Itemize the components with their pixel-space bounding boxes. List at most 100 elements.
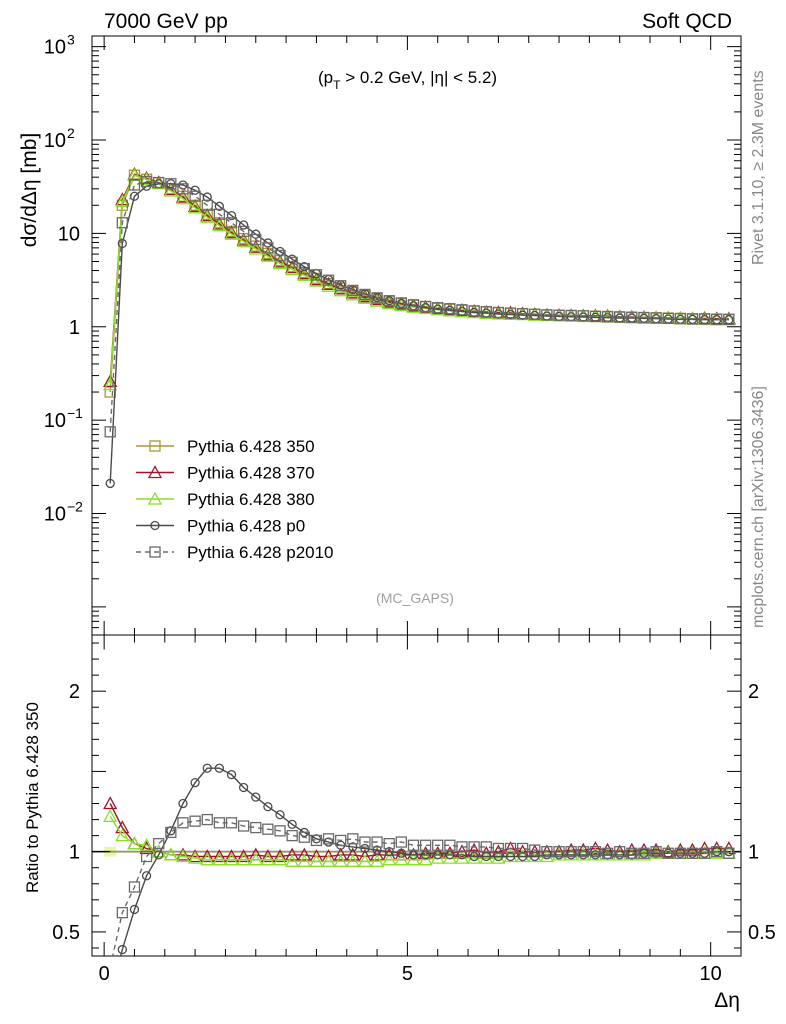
ratio-data-point <box>248 852 263 866</box>
ratio-data-point <box>493 851 504 862</box>
main-data-point <box>335 280 347 292</box>
main-data-point <box>407 299 420 311</box>
ratio-data-point <box>200 852 215 866</box>
ratio-data-point <box>577 846 589 858</box>
main-series-line <box>109 174 729 393</box>
ratio-data-point <box>139 841 154 855</box>
ratio-data-point <box>177 817 189 829</box>
main-data-point <box>287 254 297 264</box>
main-data-point <box>128 179 141 191</box>
main-data-point <box>371 292 383 304</box>
main-data-point <box>444 303 456 315</box>
main-data-point <box>480 306 492 318</box>
ratio-data-point <box>566 850 576 860</box>
main-y-tick-exponent: 3 <box>67 32 75 48</box>
ratio-data-point <box>175 849 191 863</box>
legend-label: Pythia 6.428 p2010 <box>187 543 334 562</box>
ratio-data-point <box>601 847 614 859</box>
main-data-point <box>516 308 529 320</box>
ratio-data-point <box>345 853 360 867</box>
ratio-data-point <box>129 904 140 915</box>
ratio-data-point <box>360 843 370 854</box>
legend-marker <box>150 520 160 531</box>
ratio-data-point <box>639 848 649 858</box>
ratio-data-point <box>297 847 312 861</box>
ratio-data-point <box>165 826 177 839</box>
ratio-data-point <box>492 842 505 855</box>
main-data-point <box>553 309 565 321</box>
main-data-point <box>711 313 723 326</box>
main-data-point <box>384 296 394 306</box>
main-y-tick-exponent: −2 <box>67 499 83 515</box>
legend-marker <box>147 491 163 505</box>
ratio-data-point <box>479 850 494 864</box>
ratio-data-point <box>298 831 310 843</box>
ratio-data-point <box>369 847 385 861</box>
ratio-data-point <box>200 849 215 863</box>
main-data-point <box>310 269 323 281</box>
ratio-data-point <box>274 825 286 837</box>
ratio-data-point <box>348 842 358 852</box>
ratio-data-point <box>214 763 225 773</box>
ratio-data-point <box>432 839 444 851</box>
legend-label: Pythia 6.428 370 <box>187 464 315 483</box>
main-data-point <box>686 313 699 325</box>
main-data-point <box>202 192 212 202</box>
ratio-data-point <box>262 823 274 835</box>
ratio-data-point <box>396 848 406 858</box>
ratio-data-point <box>674 847 686 859</box>
ratio-data-point <box>285 847 300 861</box>
ratio-y-tick-label: 1 <box>69 842 80 864</box>
main-data-point <box>201 199 213 211</box>
main-data-point <box>248 241 263 255</box>
ratio-data-point <box>103 796 118 810</box>
main-data-point <box>163 183 178 197</box>
ratio-y-tick-label-right: 2 <box>748 681 759 703</box>
ratio-data-point <box>516 842 529 855</box>
main-data-point <box>177 183 189 195</box>
main-data-point <box>674 313 686 325</box>
ratio-data-point <box>468 841 480 853</box>
main-y-tick-label: 10 <box>44 37 66 59</box>
main-data-point <box>165 178 177 190</box>
ratio-data-point <box>541 846 553 858</box>
ratio-data-point <box>369 853 385 867</box>
ratio-data-point <box>237 820 250 832</box>
main-data-point <box>309 273 324 287</box>
ratio-data-point <box>285 853 300 867</box>
ratio-data-point <box>407 839 420 851</box>
ratio-data-point <box>588 841 603 855</box>
ratio-data-point <box>175 847 191 861</box>
main-data-point <box>529 308 541 320</box>
ratio-data-point <box>260 852 275 866</box>
ratio-y-tick-label: 0.5 <box>52 922 80 944</box>
main-data-point <box>224 226 239 240</box>
ratio-data-point <box>287 819 297 830</box>
main-data-point <box>359 288 371 301</box>
ratio-data-point <box>236 849 251 863</box>
ratio-data-point <box>212 849 227 863</box>
ratio-data-point <box>189 815 201 827</box>
main-data-point <box>214 201 225 211</box>
ratio-series-line <box>111 818 729 956</box>
ratio-data-point <box>675 848 685 858</box>
ratio-data-point <box>226 769 237 780</box>
ratio-data-point <box>236 852 251 866</box>
main-data-point <box>298 262 310 275</box>
main-data-point <box>577 310 589 322</box>
ratio-y-tick-label: 2 <box>69 681 80 703</box>
main-data-point <box>724 315 734 325</box>
ratio-data-point <box>347 833 359 845</box>
main-y-tick-label: 10 <box>44 504 66 526</box>
ratio-data-point <box>395 836 407 848</box>
ratio-data-point <box>419 839 432 851</box>
main-data-point <box>541 309 553 321</box>
ratio-data-point <box>698 847 711 859</box>
main-data-point <box>492 306 505 319</box>
main-data-point <box>262 242 274 254</box>
main-data-point <box>395 297 407 309</box>
ratio-data-point <box>333 853 348 867</box>
ratio-data-point <box>115 828 130 842</box>
header-category-label: Soft QCD <box>642 10 732 33</box>
ratio-data-point <box>127 836 142 850</box>
